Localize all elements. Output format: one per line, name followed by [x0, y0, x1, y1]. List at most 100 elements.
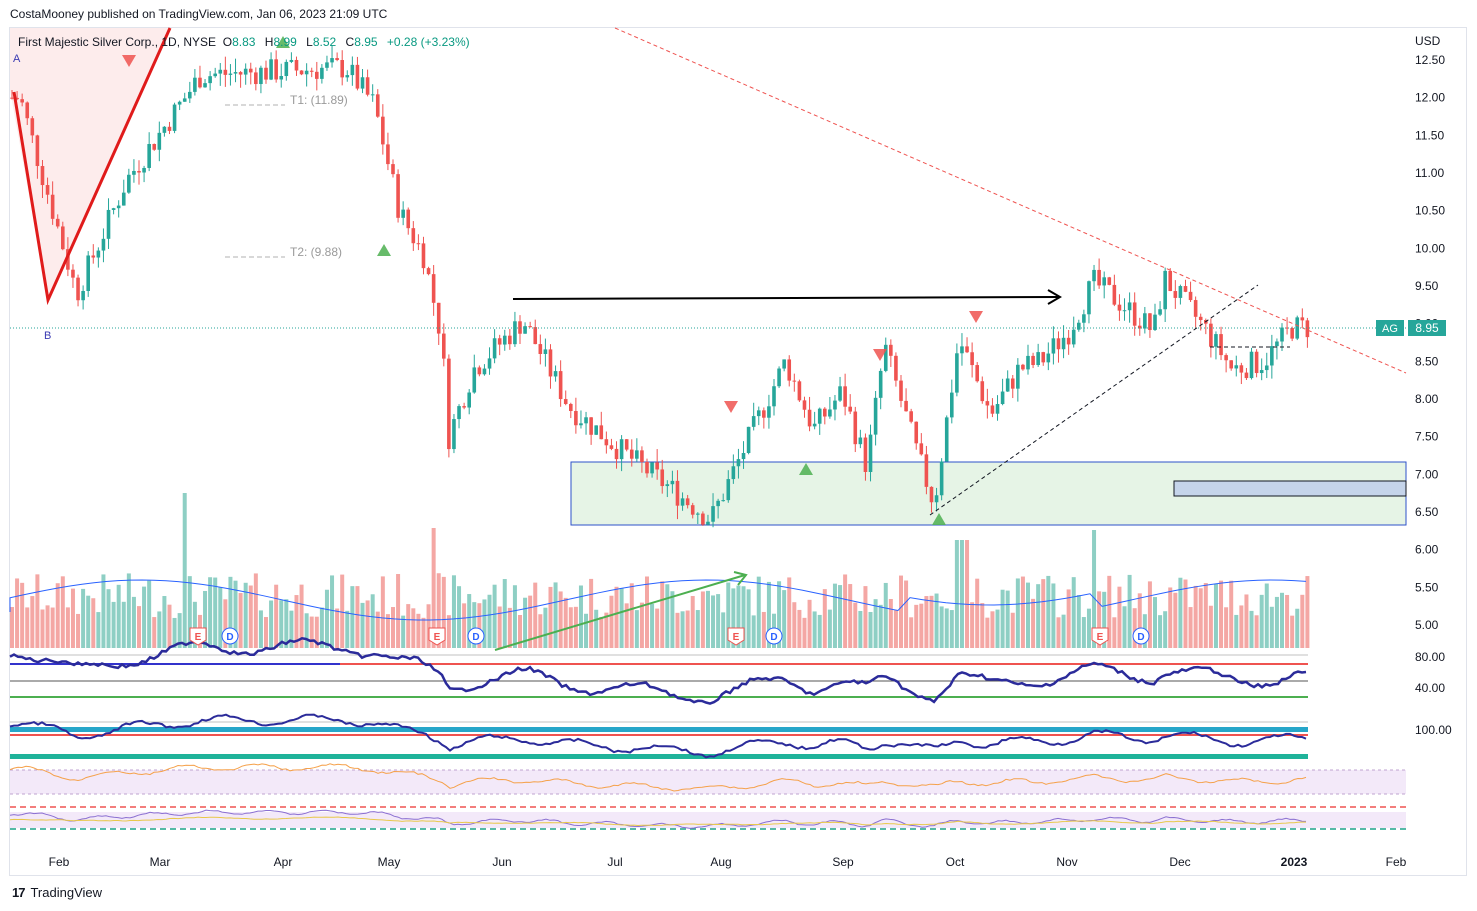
volume-bar	[832, 583, 837, 648]
candle-body	[391, 164, 395, 175]
candle-body	[904, 400, 908, 412]
panel-3-line	[9, 763, 1307, 792]
volume-bar	[81, 588, 86, 648]
volume-bar	[1208, 605, 1213, 648]
candle-body	[1224, 355, 1228, 361]
ab-pattern-line	[12, 27, 172, 306]
candle-body	[45, 185, 50, 195]
candle-body	[533, 327, 538, 345]
candle-body	[452, 419, 456, 450]
candle-body	[914, 421, 919, 444]
candle-body	[1264, 365, 1269, 371]
sell-signal-icon	[122, 55, 136, 67]
volume-bar	[888, 599, 893, 648]
volume-bar	[289, 610, 294, 648]
volume-bar	[182, 493, 187, 648]
rsi-tick-label: 80.00	[1415, 650, 1445, 664]
volume-bar	[553, 582, 558, 648]
candle-body	[1249, 351, 1254, 379]
candle-body	[731, 466, 736, 480]
dividend-marker-label: D	[472, 632, 479, 643]
volume-bar	[868, 611, 873, 648]
volume-bar	[1107, 575, 1112, 648]
candle-body	[1021, 364, 1025, 370]
candle-body	[1071, 329, 1076, 345]
tradingview-brand[interactable]: 17 TradingView	[12, 885, 102, 900]
candle-body	[614, 448, 619, 460]
publisher-attribution: CostaMooney published on TradingView.com…	[10, 7, 388, 21]
price-tick-label: 6.50	[1415, 505, 1439, 519]
candle-body	[152, 144, 157, 150]
volume-bar	[939, 606, 944, 648]
candle-body	[817, 408, 822, 424]
candle-body	[299, 70, 304, 75]
candle-body	[1082, 314, 1086, 323]
candle-body	[487, 358, 492, 369]
volume-bar	[1274, 596, 1279, 648]
candle-body	[325, 62, 329, 68]
volume-bar	[904, 580, 909, 648]
volume-bar	[1066, 589, 1071, 648]
candle-body	[721, 500, 725, 502]
candle-body	[950, 392, 954, 418]
candle-body	[523, 326, 527, 334]
volume-bar	[690, 596, 695, 648]
candle-body	[645, 461, 649, 474]
volume-bar	[502, 579, 507, 648]
volume-trend-arrow	[494, 574, 746, 651]
volume-bar	[264, 617, 268, 648]
candle-body	[142, 167, 146, 173]
buy-signal-icon	[799, 463, 813, 475]
last-price-value: 8.95	[1415, 321, 1439, 335]
candle-body	[1092, 269, 1096, 282]
candle-body	[807, 409, 812, 427]
candle-body	[467, 392, 471, 408]
candle-body	[294, 59, 299, 71]
volume-bar	[360, 602, 365, 648]
volume-bar	[279, 600, 284, 648]
candle-body	[340, 60, 344, 78]
candle-body	[345, 75, 350, 78]
candle-body	[137, 170, 141, 173]
volume-bar	[1051, 583, 1056, 648]
candle-body	[899, 380, 903, 401]
candle-body	[76, 277, 80, 301]
volume-bar	[578, 585, 583, 648]
volume-bar	[1269, 606, 1274, 648]
volume-bar	[695, 610, 700, 648]
volume-bar	[1300, 594, 1305, 648]
volume-bar	[258, 610, 263, 648]
volume-bar	[1264, 583, 1269, 648]
candle-body	[91, 255, 96, 258]
price-tick-label: 7.00	[1415, 467, 1439, 481]
projection-arrow	[512, 296, 1059, 300]
candle-body	[828, 409, 832, 417]
candle-body	[701, 513, 705, 525]
candle-body	[40, 166, 45, 186]
target-2-label: T2: (9.88)	[290, 245, 342, 259]
candle-body	[1209, 323, 1213, 347]
volume-bar	[1097, 591, 1102, 648]
candle-body	[188, 91, 192, 99]
earnings-marker-icon	[428, 627, 446, 646]
candle-body	[111, 208, 116, 210]
volume-bar	[1132, 608, 1137, 648]
volume-bar	[558, 591, 563, 648]
volume-bar	[1203, 583, 1208, 648]
time-tick-label: Feb	[1386, 855, 1407, 869]
candle-body	[1112, 284, 1117, 305]
candle-body	[375, 94, 380, 117]
sell-signal-icon	[724, 401, 738, 413]
candle-body	[447, 358, 451, 450]
candle-body	[619, 439, 624, 460]
volume-bar	[1092, 530, 1097, 648]
earnings-marker-label: E	[195, 632, 202, 643]
candle-body	[386, 144, 390, 165]
candle-body	[401, 209, 405, 218]
candle-body	[670, 480, 675, 485]
candle-body	[157, 132, 162, 150]
candle-body	[558, 371, 563, 400]
volume-bar	[1026, 582, 1030, 648]
volume-bar	[1015, 578, 1020, 648]
